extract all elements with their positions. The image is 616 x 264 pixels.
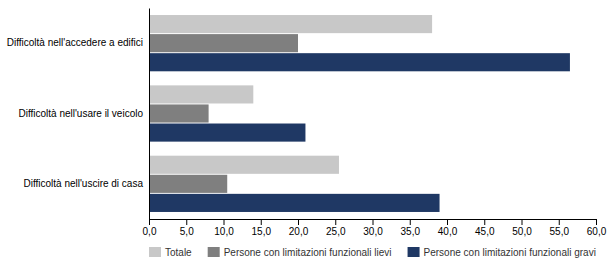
tick: 50,0 <box>512 219 532 237</box>
chart: Totale Persone con limitazioni funzionali… <box>0 0 616 264</box>
legend-item: Persone con limitazioni funzionali gravi <box>408 247 596 258</box>
tick: 60,0 <box>587 219 607 237</box>
legend-label: Persone con limitazioni funzionali gravi <box>424 247 596 258</box>
tick-label: 55,0 <box>550 226 570 237</box>
tick-label: 40,0 <box>438 226 458 237</box>
tick: 10,0 <box>214 219 234 237</box>
axis-line <box>149 9 150 220</box>
legend-label: Persone con limitazioni funzionali lievi <box>224 247 392 258</box>
tick-label: 60,0 <box>587 226 607 237</box>
bar <box>149 156 339 174</box>
tick-mark <box>298 219 299 225</box>
tick-mark <box>186 219 187 225</box>
tick-mark <box>559 219 560 225</box>
series <box>149 53 570 212</box>
y-axis: Difficoltà nell'accedere a edifici Diffic… <box>7 9 150 220</box>
tick: 30,0 <box>363 219 383 237</box>
tick-label: 50,0 <box>512 226 532 237</box>
tick-label: Difficoltà nell'accedere a edifici <box>7 37 143 48</box>
tick-label: 25,0 <box>326 226 346 237</box>
bar <box>149 175 227 193</box>
bar <box>149 15 432 33</box>
tick-label: 35,0 <box>401 226 421 237</box>
bar <box>149 34 298 52</box>
tick-label: 15,0 <box>252 226 272 237</box>
tick: 20,0 <box>289 219 309 237</box>
tick: 5,0 <box>180 219 194 237</box>
tick-label: 20,0 <box>289 226 309 237</box>
tick-mark <box>410 219 411 225</box>
legend-swatch <box>408 247 420 257</box>
tick-label: 30,0 <box>363 226 383 237</box>
tick-label: Difficoltà nell'uscire di casa <box>23 178 143 189</box>
tick: Difficoltà nell'uscire di casa <box>23 178 149 189</box>
tick-mark <box>149 219 150 225</box>
tick-mark <box>522 219 523 225</box>
x-axis: 0,0 5,0 10,0 15,0 20,0 25,0 30,0 35,0 40,0 45,0 50… <box>143 219 607 237</box>
bar <box>149 124 305 142</box>
legend-item: Persone con limitazioni funzionali lievi <box>208 247 392 258</box>
tick-label: Difficoltà nell'usare il veicolo <box>18 108 143 119</box>
tick-mark <box>335 219 336 225</box>
bar <box>149 53 570 71</box>
tick-mark <box>596 219 597 225</box>
legend-swatch <box>208 247 220 257</box>
bar <box>149 194 440 212</box>
tick-label: 45,0 <box>475 226 495 237</box>
legend: Totale Persone con limitazioni funzionali… <box>149 247 596 258</box>
legend-item: Totale <box>149 247 192 258</box>
tick-mark <box>261 219 262 225</box>
tick-mark <box>484 219 485 225</box>
tick: 55,0 <box>550 219 570 237</box>
tick: 25,0 <box>326 219 346 237</box>
tick: Difficoltà nell'usare il veicolo <box>18 108 149 119</box>
tick: 35,0 <box>401 219 421 237</box>
tick-mark <box>373 219 374 225</box>
legend-label: Totale <box>165 247 192 258</box>
tick: Difficoltà nell'accedere a edifici <box>7 37 149 48</box>
plot: 0,0 5,0 10,0 15,0 20,0 25,0 30,0 35,0 40,0 45,0 50… <box>7 9 607 238</box>
tick-label: 5,0 <box>180 226 194 237</box>
tick-mark <box>447 219 448 225</box>
tick: 15,0 <box>252 219 272 237</box>
bar <box>149 85 253 103</box>
tick-label: 10,0 <box>214 226 234 237</box>
tick: 0,0 <box>143 219 157 237</box>
tick-mark <box>224 219 225 225</box>
tick: 40,0 <box>438 219 458 237</box>
bar <box>149 104 209 122</box>
tick: 45,0 <box>475 219 495 237</box>
bars <box>149 15 570 212</box>
series <box>149 15 432 174</box>
legend-swatch <box>149 247 161 257</box>
axis-line <box>150 220 597 226</box>
tick-label: 0,0 <box>143 226 157 237</box>
